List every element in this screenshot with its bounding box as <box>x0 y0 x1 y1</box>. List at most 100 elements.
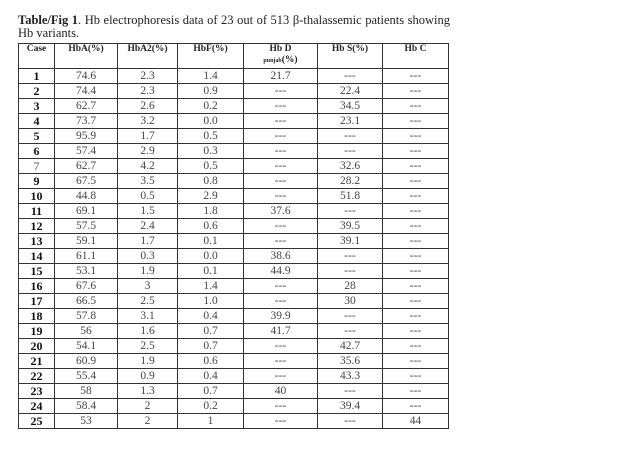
cell-hbf: 0.0 <box>177 113 244 129</box>
cell-hbd: --- <box>243 368 318 384</box>
table-row: 5 95.9 1.7 0.5 --- --- --- <box>18 128 449 144</box>
cell-hbs: 35.6 <box>317 353 383 369</box>
cell-hbs: --- <box>317 68 383 84</box>
cell-hbf: 2.9 <box>177 188 244 204</box>
cell-hbf: 0.6 <box>177 353 244 369</box>
cell-hbc: --- <box>382 218 449 234</box>
cell-hba2: 1.7 <box>117 233 178 249</box>
cell-hbd: --- <box>243 98 318 114</box>
cell-hba: 53.1 <box>54 263 118 279</box>
cell-hba: 54.1 <box>54 338 118 354</box>
cell-case: 1 <box>18 68 55 84</box>
table-row: 17 66.5 2.5 1.0 --- 30 --- <box>18 293 449 309</box>
cell-case: 2 <box>18 83 55 99</box>
table-row: 11 69.1 1.5 1.8 37.6 --- --- <box>18 203 449 219</box>
hb-electrophoresis-table: Case HbA(%) HbA2(%) HbF(%) Hb D punjab(%)… <box>18 43 449 429</box>
cell-case: 15 <box>18 263 55 279</box>
cell-hbd: --- <box>243 113 318 129</box>
header-hbc: Hb C <box>382 43 449 69</box>
cell-hbs: --- <box>317 383 383 399</box>
cell-hba2: 2 <box>117 398 178 414</box>
cell-hbs: 39.1 <box>317 233 383 249</box>
header-hbd: Hb D punjab(%) <box>243 43 318 69</box>
table-row: 1 74.6 2.3 1.4 21.7 --- --- <box>18 68 449 84</box>
cell-hbs: --- <box>317 308 383 324</box>
header-hba: HbA(%) <box>54 43 118 69</box>
cell-hba2: 3.1 <box>117 308 178 324</box>
cell-hbf: 1.4 <box>177 68 244 84</box>
cell-case: 16 <box>18 278 55 294</box>
cell-hba2: 1.6 <box>117 323 178 339</box>
cell-hbs: 42.7 <box>317 338 383 354</box>
cell-hbd: 41.7 <box>243 323 318 339</box>
caption-text: . Hb electrophoresis data of 23 out of 5… <box>18 13 451 40</box>
table-row: 18 57.8 3.1 0.4 39.9 --- --- <box>18 308 449 324</box>
table-row: 2 74.4 2.3 0.9 --- 22.4 --- <box>18 83 449 99</box>
cell-hba: 67.5 <box>54 173 118 189</box>
cell-hbc: --- <box>382 383 449 399</box>
cell-case: 25 <box>18 413 55 429</box>
cell-hbs: --- <box>317 413 383 429</box>
table-row: 15 53.1 1.9 0.1 44.9 --- --- <box>18 263 449 279</box>
cell-hbs: 23.1 <box>317 113 383 129</box>
cell-hbd: 37.6 <box>243 203 318 219</box>
header-hbd-sub: punjab <box>263 58 282 64</box>
table-row: 23 58 1.3 0.7 40 --- --- <box>18 383 449 399</box>
cell-hba2: 2.4 <box>117 218 178 234</box>
cell-hbs: 39.4 <box>317 398 383 414</box>
cell-hbf: 0.4 <box>177 368 244 384</box>
cell-hba: 58 <box>54 383 118 399</box>
cell-hbs: --- <box>317 143 383 159</box>
cell-hba: 55.4 <box>54 368 118 384</box>
cell-hba2: 2.5 <box>117 293 178 309</box>
cell-case: 21 <box>18 353 55 369</box>
cell-hbd: --- <box>243 188 318 204</box>
cell-hbc: --- <box>382 128 449 144</box>
table-row: 10 44.8 0.5 2.9 --- 51.8 --- <box>18 188 449 204</box>
cell-hba: 74.4 <box>54 83 118 99</box>
table-row: 21 60.9 1.9 0.6 --- 35.6 --- <box>18 353 449 369</box>
cell-hba: 62.7 <box>54 158 118 174</box>
cell-hbs: 34.5 <box>317 98 383 114</box>
cell-hba: 67.6 <box>54 278 118 294</box>
cell-hba2: 1.3 <box>117 383 178 399</box>
cell-hba: 53 <box>54 413 118 429</box>
cell-hba: 62.7 <box>54 98 118 114</box>
cell-hbc: --- <box>382 323 449 339</box>
cell-hba: 56 <box>54 323 118 339</box>
cell-hbf: 0.4 <box>177 308 244 324</box>
cell-hbf: 0.5 <box>177 158 244 174</box>
cell-hba2: 2.9 <box>117 143 178 159</box>
cell-hba: 58.4 <box>54 398 118 414</box>
cell-hbd: 39.9 <box>243 308 318 324</box>
cell-hbs: --- <box>317 323 383 339</box>
cell-hba2: 2 <box>117 413 178 429</box>
cell-hba2: 2.3 <box>117 83 178 99</box>
cell-hbf: 0.9 <box>177 83 244 99</box>
cell-hbs: --- <box>317 248 383 264</box>
cell-hbd: --- <box>243 233 318 249</box>
cell-hba: 57.8 <box>54 308 118 324</box>
cell-case: 19 <box>18 323 55 339</box>
cell-case: 24 <box>18 398 55 414</box>
cell-hbc: --- <box>382 83 449 99</box>
table-row: 22 55.4 0.9 0.4 --- 43.3 --- <box>18 368 449 384</box>
cell-hbc: --- <box>382 143 449 159</box>
cell-hbs: --- <box>317 263 383 279</box>
cell-hbc: --- <box>382 203 449 219</box>
cell-hba2: 1.9 <box>117 263 178 279</box>
table-row: 20 54.1 2.5 0.7 --- 42.7 --- <box>18 338 449 354</box>
table-row: 9 67.5 3.5 0.8 --- 28.2 --- <box>18 173 449 189</box>
cell-hbf: 1.4 <box>177 278 244 294</box>
cell-hba: 60.9 <box>54 353 118 369</box>
cell-hbf: 0.0 <box>177 248 244 264</box>
cell-hbc: --- <box>382 308 449 324</box>
cell-hbd: --- <box>243 338 318 354</box>
cell-hbf: 0.7 <box>177 338 244 354</box>
cell-hbs: 39.5 <box>317 218 383 234</box>
cell-hbs: 51.8 <box>317 188 383 204</box>
cell-hba: 95.9 <box>54 128 118 144</box>
cell-hba2: 1.5 <box>117 203 178 219</box>
cell-hbc: --- <box>382 368 449 384</box>
cell-hba: 73.7 <box>54 113 118 129</box>
